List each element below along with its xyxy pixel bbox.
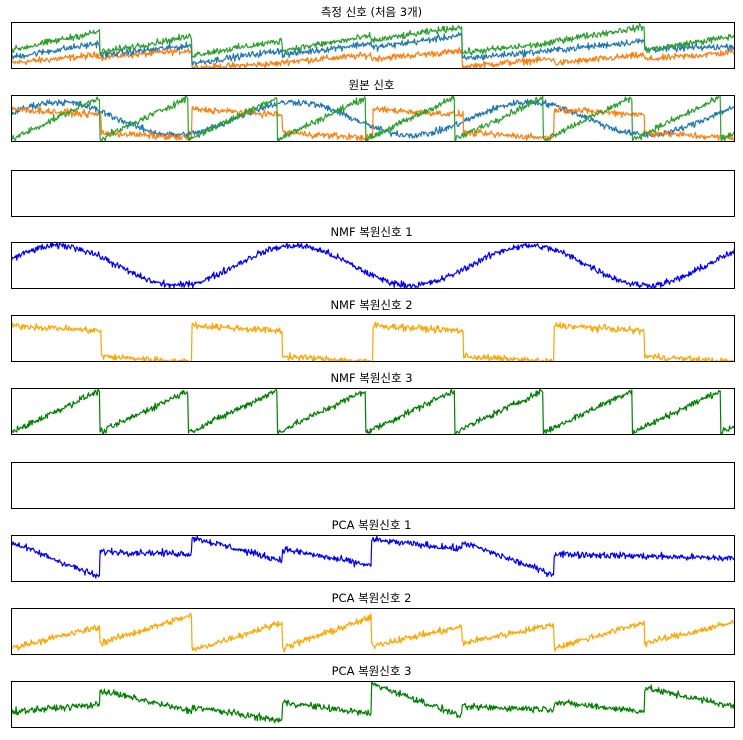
axes-frame bbox=[11, 170, 735, 217]
plot-area bbox=[11, 170, 735, 217]
plot-area bbox=[11, 22, 735, 69]
plot-area bbox=[11, 462, 735, 509]
series-line-3 bbox=[11, 22, 735, 58]
axes-frame bbox=[11, 462, 735, 509]
plot-area bbox=[11, 608, 735, 655]
series-line-1 bbox=[11, 242, 735, 289]
series-line-1 bbox=[11, 681, 735, 724]
plot-area bbox=[11, 95, 735, 142]
axes-frame bbox=[11, 315, 735, 362]
subplot-title: PCA 복원신호 3 bbox=[331, 664, 412, 678]
axes-frame bbox=[11, 535, 735, 582]
subplot-title: NMF 복원신호 3 bbox=[330, 371, 413, 385]
series-line-3 bbox=[11, 95, 735, 142]
plot-area bbox=[11, 388, 735, 435]
axes-frame bbox=[11, 608, 735, 655]
series-line-1 bbox=[11, 388, 735, 435]
plot-area bbox=[11, 535, 735, 582]
axes-frame bbox=[11, 95, 735, 142]
subplot-title: PCA 복원신호 1 bbox=[331, 518, 412, 532]
plot-area bbox=[11, 242, 735, 289]
series-line-1 bbox=[11, 535, 735, 579]
axes-frame bbox=[11, 22, 735, 69]
series-line-2 bbox=[11, 31, 735, 66]
subplot-title: 측정 신호 (처음 3개) bbox=[320, 5, 423, 19]
subplot-title: PCA 복원신호 2 bbox=[331, 591, 412, 605]
series-line-2 bbox=[11, 105, 735, 142]
subplot-title: 원본 신호 bbox=[348, 78, 395, 92]
axes-frame bbox=[11, 242, 735, 289]
plot-area bbox=[11, 315, 735, 362]
subplot-title: NMF 복원신호 1 bbox=[330, 225, 413, 239]
axes-frame bbox=[11, 388, 735, 435]
series-line-1 bbox=[11, 612, 735, 653]
series-line-1 bbox=[11, 47, 735, 69]
axes-frame bbox=[11, 681, 735, 728]
subplot-title: NMF 복원신호 2 bbox=[330, 298, 413, 312]
series-line-1 bbox=[11, 321, 735, 362]
plot-area bbox=[11, 681, 735, 728]
